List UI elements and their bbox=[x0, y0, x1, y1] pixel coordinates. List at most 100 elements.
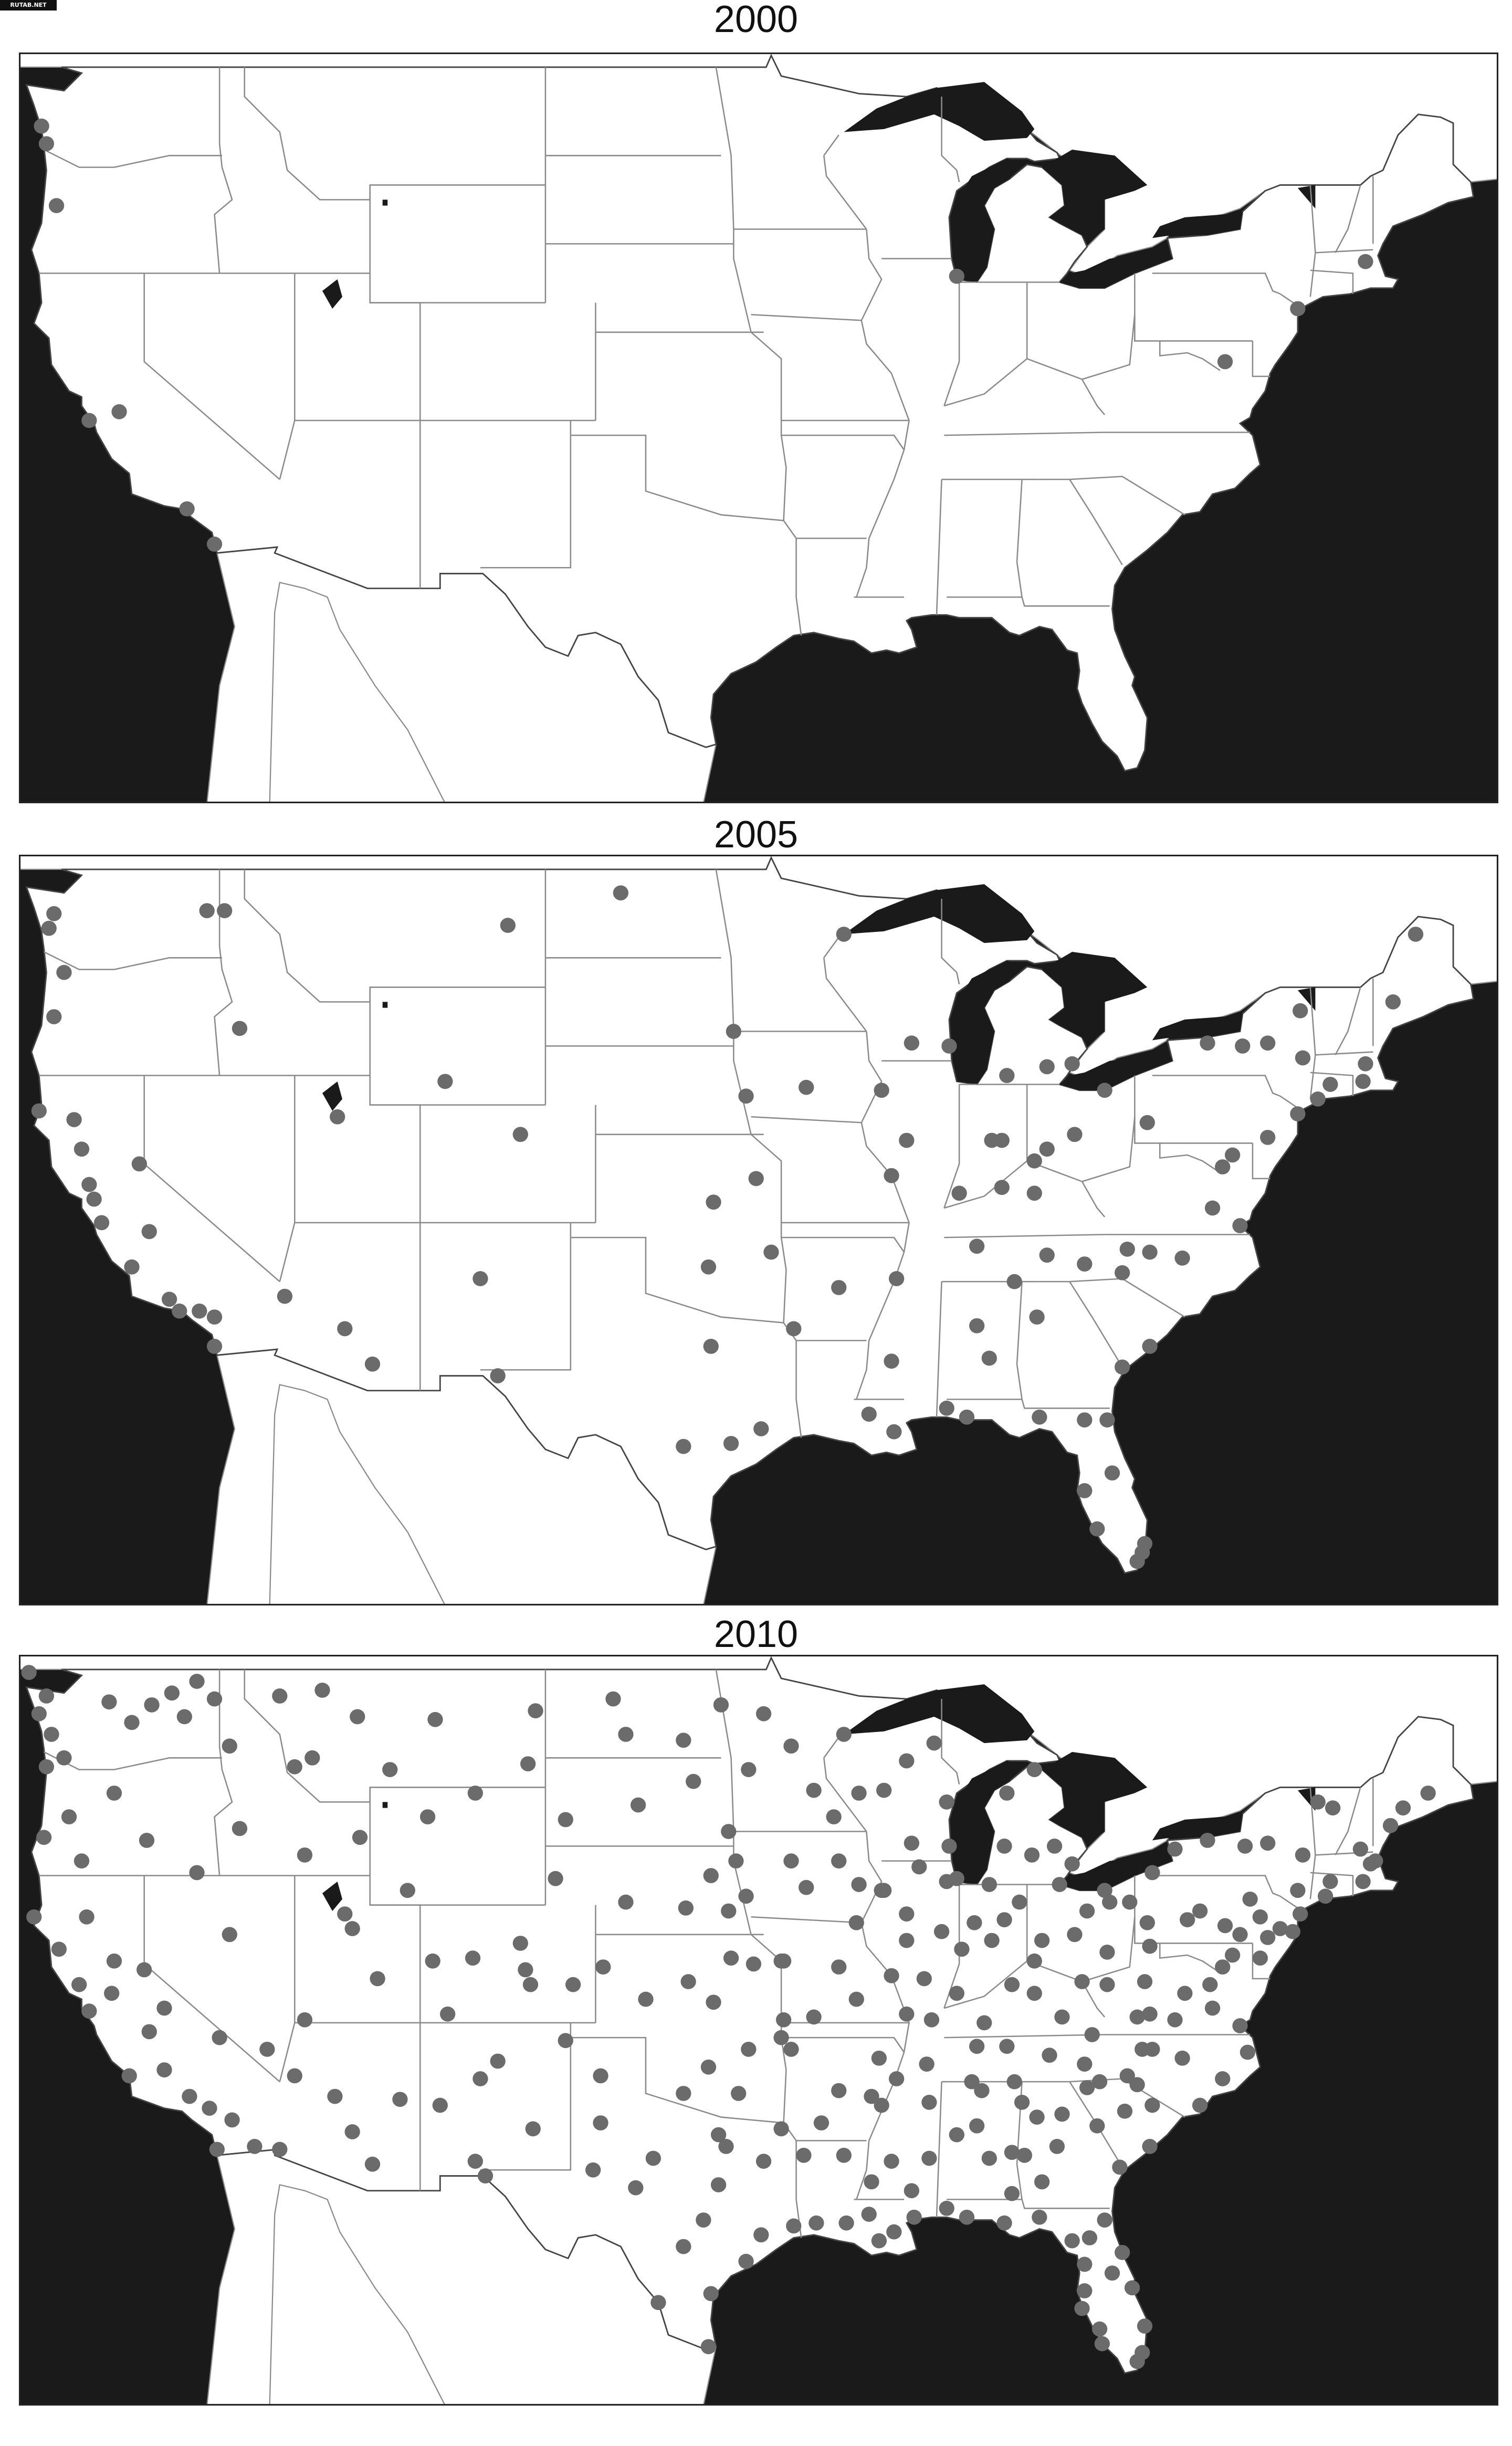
location-dot bbox=[1012, 1894, 1027, 1910]
location-dot bbox=[763, 1244, 779, 1260]
location-dot bbox=[1202, 1977, 1218, 1992]
great-lake bbox=[1042, 952, 1148, 1046]
location-dot bbox=[1117, 2103, 1133, 2119]
location-dot bbox=[1129, 2009, 1145, 2025]
location-dot bbox=[472, 2071, 488, 2086]
location-dot bbox=[899, 2006, 915, 2022]
state-border bbox=[1152, 272, 1280, 295]
location-dot bbox=[1104, 1465, 1120, 1481]
location-dot bbox=[101, 1694, 117, 1710]
location-dot bbox=[939, 1794, 954, 1810]
location-dot bbox=[131, 1156, 148, 1172]
state-border bbox=[570, 434, 784, 521]
location-dot bbox=[783, 2042, 799, 2057]
location-dot bbox=[1004, 1977, 1020, 1992]
great-lake bbox=[1152, 1813, 1243, 1841]
location-dot bbox=[1174, 1250, 1190, 1266]
state-border bbox=[1335, 185, 1361, 253]
location-dot bbox=[1006, 2074, 1022, 2090]
location-dot bbox=[392, 2092, 408, 2107]
state-border bbox=[143, 273, 280, 480]
location-dot bbox=[272, 2141, 288, 2157]
location-dot bbox=[721, 1903, 737, 1919]
location-dot bbox=[81, 413, 97, 428]
location-dot bbox=[172, 1303, 187, 1319]
location-dot bbox=[1026, 1762, 1042, 1777]
location-dot bbox=[1142, 2139, 1158, 2154]
location-dot bbox=[1224, 1147, 1241, 1163]
location-dot bbox=[337, 1906, 353, 1922]
state-border bbox=[944, 358, 1106, 415]
state-border bbox=[944, 2034, 1105, 2039]
state-border bbox=[1016, 1282, 1023, 1400]
location-dot bbox=[939, 1400, 954, 1416]
state-border bbox=[936, 2082, 942, 2218]
state-border bbox=[856, 1031, 910, 1400]
location-dot bbox=[676, 1733, 691, 1748]
state-border bbox=[947, 1399, 1110, 1409]
location-dot bbox=[1064, 1056, 1080, 1072]
great-lake bbox=[1042, 150, 1148, 244]
location-dot bbox=[755, 1706, 772, 1721]
location-dot bbox=[1039, 1059, 1055, 1075]
location-dot bbox=[984, 1132, 1000, 1148]
location-dot bbox=[851, 1877, 867, 1892]
location-dot bbox=[906, 2209, 922, 2225]
location-dot bbox=[923, 2012, 940, 2028]
location-dot bbox=[861, 2207, 877, 2222]
state-border bbox=[214, 67, 233, 274]
location-dot bbox=[161, 1292, 177, 1307]
location-dot bbox=[967, 1915, 982, 1930]
location-dot bbox=[1119, 1242, 1135, 1257]
location-dot bbox=[472, 1271, 488, 1286]
state-border bbox=[823, 1758, 867, 1832]
location-dot bbox=[1215, 2071, 1231, 2086]
state-border bbox=[944, 432, 1105, 436]
location-dot bbox=[723, 1950, 739, 1966]
state-border bbox=[941, 1699, 960, 1785]
location-dot bbox=[1064, 2233, 1080, 2249]
location-dot bbox=[994, 1180, 1010, 1195]
us-landmass bbox=[25, 856, 1474, 1574]
location-dot bbox=[638, 1991, 654, 2007]
state-border bbox=[1039, 476, 1185, 516]
location-dot bbox=[1115, 1359, 1130, 1375]
location-dot bbox=[1252, 1950, 1268, 1966]
location-dot bbox=[1079, 1903, 1095, 1919]
location-dot bbox=[1235, 1038, 1251, 1054]
location-dot bbox=[51, 1941, 67, 1957]
state-border bbox=[943, 1084, 960, 1209]
location-dot bbox=[871, 2233, 887, 2249]
location-dot bbox=[1408, 927, 1424, 942]
location-dot bbox=[1358, 254, 1373, 269]
location-dot bbox=[939, 2200, 954, 2216]
location-dot bbox=[773, 2030, 789, 2045]
location-dot bbox=[1032, 2209, 1047, 2225]
location-dot bbox=[700, 2059, 717, 2075]
location-dot bbox=[1215, 1959, 1231, 1975]
location-dot bbox=[904, 1035, 920, 1051]
location-dot bbox=[1240, 2044, 1256, 2060]
location-dot bbox=[66, 1112, 82, 1127]
location-dot bbox=[799, 1079, 814, 1095]
location-dot bbox=[327, 2088, 343, 2104]
state-border bbox=[947, 2199, 1110, 2209]
location-dot bbox=[548, 1871, 563, 1886]
state-border bbox=[715, 1669, 802, 2238]
location-dot bbox=[1077, 1483, 1093, 1498]
location-dot bbox=[106, 1953, 122, 1969]
location-dot bbox=[630, 1797, 646, 1813]
state-border bbox=[370, 1904, 421, 2191]
location-dot bbox=[996, 2215, 1012, 2231]
location-dot bbox=[926, 1735, 942, 1751]
location-dot bbox=[337, 1321, 353, 1337]
state-border bbox=[715, 67, 802, 636]
location-dot bbox=[31, 1706, 47, 1721]
location-dot bbox=[775, 2012, 792, 2028]
location-dot bbox=[124, 1715, 140, 1730]
location-dot bbox=[1046, 1839, 1063, 1854]
location-dot bbox=[783, 1853, 799, 1868]
location-dot bbox=[959, 1409, 975, 1425]
state-border bbox=[1335, 987, 1361, 1055]
location-dot bbox=[1024, 1847, 1040, 1863]
